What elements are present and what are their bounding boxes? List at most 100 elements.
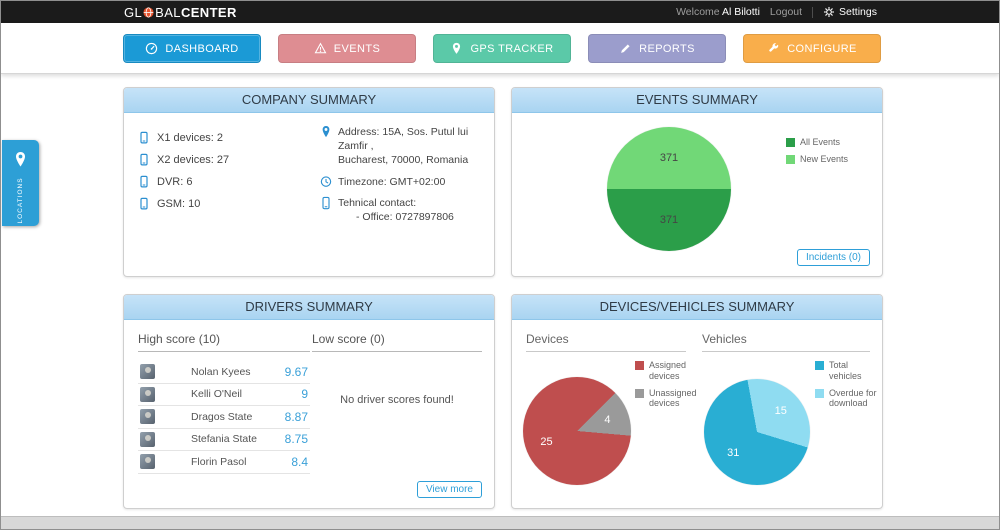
device-count-label: DVR: 6 (157, 176, 193, 188)
logout-link[interactable]: Logout (769, 6, 803, 18)
events-summary-body: 371 371 All Events New Events Incidents (0… (512, 113, 882, 276)
devices-vehicles-title: DEVICES/VEHICLES SUMMARY (512, 295, 882, 320)
tab-label: DASHBOARD (165, 42, 239, 55)
driver-name: Dragos State (191, 410, 253, 423)
driver-avatar (140, 386, 155, 402)
low-score-header: Low score (0) (312, 332, 482, 352)
tab-label: EVENTS (333, 42, 381, 55)
driver-score: 9.67 (284, 364, 308, 379)
nav-tabs: DASHBOARD EVENTS GPS TRACKER (123, 34, 881, 63)
wrench-icon (769, 43, 779, 52)
events-pie-chart: 371 371 (607, 127, 731, 251)
locations-side-tab[interactable]: LOCATIONS (2, 140, 39, 226)
driver-row: Nolan Kyees 9.67 (138, 361, 310, 384)
vehicles-pie-chart: 31 15 (704, 379, 810, 485)
locations-label: LOCATIONS (17, 177, 24, 224)
pie-value-label: 371 (659, 152, 679, 164)
device-icon (140, 153, 148, 166)
tab-gps-tracker[interactable]: GPS TRACKER (433, 34, 571, 63)
logo-text-center: CENTER (180, 4, 237, 20)
clock-icon (320, 175, 332, 187)
address-row: Address: 15A, Sos. Putul lui Zamfir , Bu… (320, 125, 488, 168)
vehicles-column-header: Vehicles (702, 332, 870, 352)
warning-icon (314, 42, 327, 54)
pie-value-label: 371 (659, 214, 679, 226)
device-count-label: GSM: 10 (157, 198, 201, 210)
legend-item: Assigned devices (635, 360, 709, 382)
settings-button[interactable]: Settings (823, 6, 877, 18)
contact-row: Tehnical contact: - Office: 0727897806 (320, 196, 488, 224)
company-summary-panel: COMPANY SUMMARY X1 devices: 2 X2 devices… (123, 87, 495, 277)
map-pin-icon (453, 42, 461, 54)
company-summary-title: COMPANY SUMMARY (124, 88, 494, 113)
tab-dashboard[interactable]: DASHBOARD (123, 34, 261, 63)
legend-label: New Events (800, 153, 849, 164)
incidents-button[interactable]: Incidents (0) (796, 249, 870, 266)
legend-label: Assigned devices (649, 360, 687, 381)
list-item: X1 devices: 2 (138, 127, 229, 149)
device-count-list: X1 devices: 2 X2 devices: 27 DVR: 6 GSM:… (138, 127, 229, 215)
events-summary-title: EVENTS SUMMARY (512, 88, 882, 113)
driver-score: 8.87 (284, 409, 308, 424)
driver-avatar (140, 409, 155, 425)
driver-name: Kelli O'Neil (191, 388, 243, 401)
events-summary-panel: EVENTS SUMMARY 371 371 All Events New Even… (511, 87, 883, 277)
list-item: GSM: 10 (138, 193, 229, 215)
list-item: X2 devices: 27 (138, 149, 229, 171)
tab-label: REPORTS (639, 42, 695, 55)
contact-label: Tehnical contact: (338, 196, 417, 209)
driver-row: Stefania State 8.75 (138, 429, 310, 451)
footer-strip (1, 516, 999, 529)
logo-text-gl: GL (124, 4, 143, 20)
drivers-summary-title: DRIVERS SUMMARY (124, 295, 494, 320)
legend-item: New Events (786, 154, 848, 165)
device-count-label: X1 devices: 2 (157, 132, 224, 144)
legend-label: Unassigned devices (649, 387, 697, 409)
pie-value-label: 15 (774, 404, 787, 417)
devices-vehicles-summary-panel: DEVICES/VEHICLES SUMMARY Devices Vehicle… (511, 294, 883, 509)
legend-label: Total vehicles (829, 360, 862, 381)
devices-vehicles-body: Devices Vehicles 25 4 Assigned devices Una… (512, 320, 882, 508)
legend-item: All Events (786, 137, 848, 148)
device-icon (140, 131, 148, 144)
low-score-column: Low score (0) No driver scores found! (312, 332, 482, 406)
tab-configure[interactable]: CONFIGURE (743, 34, 881, 63)
tab-label: CONFIGURE (787, 42, 857, 55)
globe-icon (143, 6, 154, 18)
tab-reports[interactable]: REPORTS (588, 34, 726, 63)
topbar-right: Welcome Al Bilotti Logout Settings (676, 6, 877, 18)
legend-label: Overdue for download (829, 387, 877, 409)
driver-row: Dragos State 8.87 (138, 406, 310, 429)
driver-avatar (140, 431, 155, 447)
address-text: Address: 15A, Sos. Putul lui Zamfir , Bu… (338, 125, 488, 168)
driver-score: 8.4 (291, 454, 308, 469)
device-count-label: X2 devices: 27 (157, 154, 230, 166)
devices-pie-chart: 25 4 (523, 377, 631, 485)
top-bar: GL BAL CENTER Welcome Al Bilotti Logout (1, 1, 999, 23)
view-more-button[interactable]: View more (416, 481, 482, 498)
device-icon (140, 175, 148, 188)
legend-swatch (786, 154, 795, 164)
mobile-phone-icon (322, 196, 330, 209)
legend-label: All Events (800, 137, 841, 147)
driver-avatar (140, 454, 155, 470)
legend-swatch (815, 388, 824, 398)
settings-label: Settings (839, 6, 877, 18)
location-pin-icon (322, 126, 330, 138)
location-pin-icon (16, 152, 25, 167)
address-line2: Bucharest, 70000, Romania (338, 154, 469, 167)
tab-events[interactable]: EVENTS (278, 34, 416, 63)
legend-swatch (635, 361, 644, 370)
driver-name: Nolan Kyees (191, 365, 251, 378)
driver-name: Florin Pasol (191, 455, 247, 468)
logo-text-bal: BAL (155, 4, 181, 20)
high-score-column: High score (10) Nolan Kyees 9.67 Kelli O… (138, 332, 310, 474)
driver-row: Kelli O'Neil 9 (138, 384, 310, 406)
pie-value-label: 31 (727, 447, 740, 460)
driver-row: Florin Pasol 8.4 (138, 451, 310, 474)
legend-swatch (815, 361, 824, 370)
pie-value-label: 25 (540, 435, 553, 448)
legend-item: Overdue for download (815, 388, 882, 410)
legend-swatch (635, 388, 644, 398)
